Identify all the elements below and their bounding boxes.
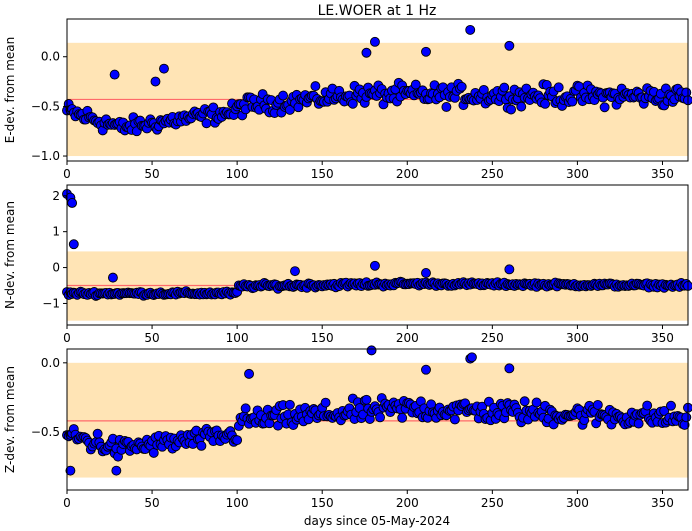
data-point [421, 46, 431, 57]
data-point [540, 98, 551, 109]
data-point [320, 397, 331, 408]
x-tick-label: 350 [651, 496, 674, 510]
data-point [666, 400, 676, 411]
data-point [504, 363, 515, 374]
data-point [659, 406, 670, 416]
figure-title: LE.WOER at 1 Hz [318, 3, 437, 19]
data-point [361, 47, 372, 58]
x-tick-label: 50 [144, 331, 159, 345]
x-tick-label: 0 [63, 496, 71, 510]
data-point [592, 399, 603, 410]
x-tick-label: 150 [311, 167, 334, 181]
data-point [449, 414, 460, 425]
x-tick-label: 350 [651, 167, 674, 181]
y-axis-label: N-dev. from mean [3, 201, 17, 309]
data-point [92, 428, 103, 439]
x-tick-label: 100 [226, 331, 249, 345]
panel-E: 0 50 100 150 200 250 300 350 −1.0 −0.5 0.0 E-dev. f… [3, 18, 692, 181]
data-point [531, 397, 542, 408]
data-point [196, 440, 207, 451]
data-point [284, 399, 295, 410]
x-tick-label: 350 [651, 331, 674, 345]
x-tick-label: 300 [566, 496, 589, 510]
data-point [310, 81, 321, 92]
data-point [499, 82, 510, 93]
y-tick-label: 0.0 [41, 50, 60, 64]
data-point [159, 63, 169, 74]
data-point [504, 40, 515, 51]
x-tick-label: 200 [396, 496, 419, 510]
data-point [361, 394, 372, 405]
panel-Z: 0 50 100 150 200 250 300 350 −0.5 0.0 Z-dev. from … [3, 345, 692, 510]
y-tick-label: 0.0 [41, 356, 60, 370]
data-point [201, 118, 212, 129]
y-tick-label: 1 [52, 225, 60, 239]
y-axis-label: E-dev. from mean [3, 37, 17, 143]
data-point [426, 399, 437, 410]
data-point [421, 364, 431, 375]
y-tick-label: −1 [42, 296, 60, 310]
x-tick-label: 200 [396, 331, 419, 345]
x-axis-label: days since 05-May-2024 [304, 514, 450, 528]
plot-frame [66, 18, 689, 162]
data-point [109, 69, 120, 80]
data-point [456, 81, 467, 92]
data-point [567, 96, 578, 107]
data-point [244, 368, 254, 379]
y-tick-label: −0.5 [31, 99, 60, 113]
data-point [65, 465, 76, 476]
x-tick-label: 0 [63, 167, 71, 181]
data-point [369, 260, 380, 271]
y-tick-label: 0 [52, 261, 60, 275]
x-tick-label: 200 [396, 167, 419, 181]
data-point [366, 345, 377, 356]
y-tick-label: −0.5 [31, 425, 60, 439]
data-point [441, 102, 452, 112]
x-tick-label: 150 [311, 496, 334, 510]
data-point [681, 412, 692, 423]
data-point [67, 197, 78, 208]
data-point [553, 82, 564, 93]
data-point [642, 400, 653, 411]
data-point [369, 36, 380, 47]
plot-frame [66, 184, 689, 326]
data-point [150, 76, 161, 87]
y-tick-label: −1.0 [31, 149, 60, 163]
data-point [278, 90, 289, 101]
data-point [375, 412, 386, 423]
x-tick-label: 50 [144, 496, 159, 510]
data-point [466, 352, 477, 363]
x-tick-label: 50 [144, 167, 159, 181]
data-point [240, 403, 251, 414]
x-tick-label: 250 [481, 496, 504, 510]
x-tick-label: 100 [226, 167, 249, 181]
data-point [290, 266, 300, 277]
data-point [232, 435, 243, 446]
data-point [633, 418, 644, 429]
plot-frame [66, 348, 689, 491]
y-tick-label: 2 [52, 189, 60, 203]
data-point [504, 264, 515, 275]
data-point [397, 412, 408, 423]
data-point [68, 239, 79, 250]
data-point [519, 396, 530, 407]
x-tick-label: 250 [481, 167, 504, 181]
x-tick-label: 100 [226, 496, 249, 510]
data-point [506, 104, 517, 115]
x-tick-label: 0 [63, 331, 71, 345]
data-point [599, 102, 610, 113]
x-tick-label: 300 [566, 167, 589, 181]
data-point [465, 24, 476, 35]
data-point [421, 267, 431, 278]
data-point [111, 465, 122, 476]
y-axis-label: Z-dev. from mean [3, 366, 17, 473]
x-tick-label: 300 [566, 331, 589, 345]
data-point [516, 101, 527, 112]
data-point [107, 272, 118, 283]
x-tick-label: 150 [311, 331, 334, 345]
panel-N: 0 50 100 150 200 250 300 350 −1 0 1 2 N-dev. from me… [3, 184, 692, 345]
x-tick-label: 250 [481, 331, 504, 345]
data-point [208, 102, 219, 113]
